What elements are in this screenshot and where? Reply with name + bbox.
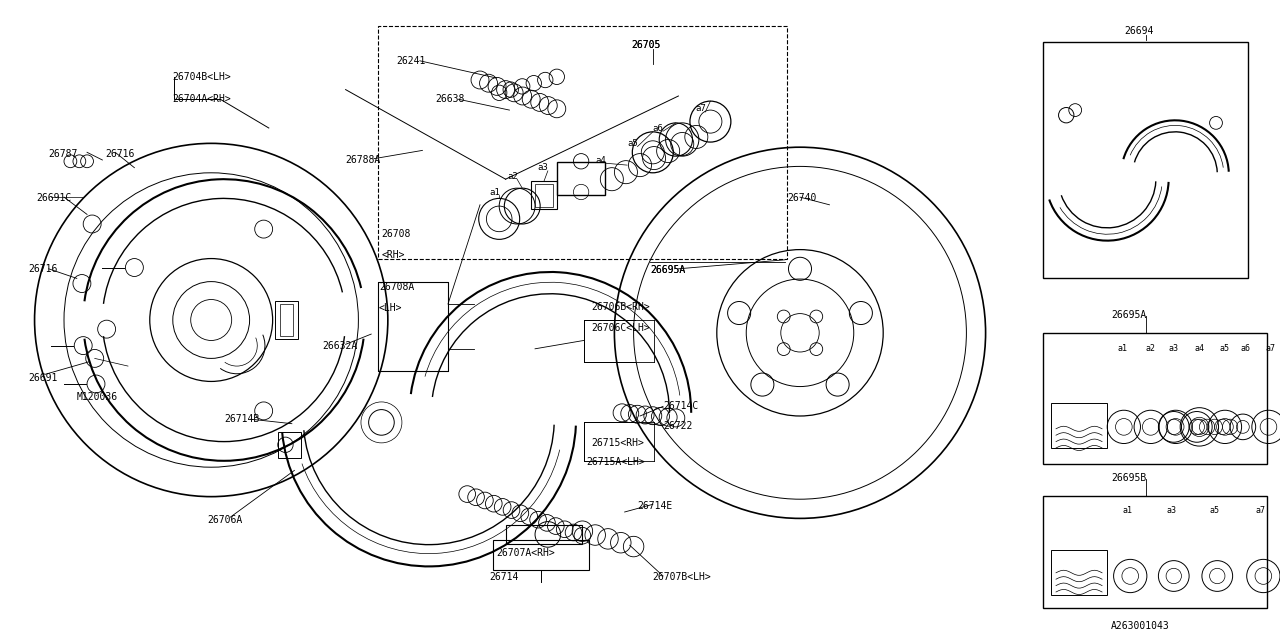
Text: 26695A: 26695A	[650, 265, 686, 275]
Bar	[1043, 333, 1267, 464]
Text: 26716: 26716	[105, 148, 134, 159]
Text: a4: a4	[595, 156, 605, 164]
Bar	[1043, 42, 1248, 278]
Text: 26708A: 26708A	[379, 282, 415, 292]
Text: 26714B: 26714B	[224, 414, 260, 424]
Text: 26695A: 26695A	[650, 265, 686, 275]
Text: 26714C: 26714C	[663, 401, 699, 412]
Text: 26241: 26241	[397, 56, 426, 66]
Bar	[535, 184, 553, 207]
Text: a7: a7	[1266, 344, 1276, 353]
Text: a7: a7	[695, 104, 705, 113]
Text: a7: a7	[1256, 506, 1266, 515]
Text: 26638: 26638	[435, 94, 465, 104]
Text: 26705: 26705	[631, 40, 660, 50]
Text: a5: a5	[1210, 506, 1220, 515]
Text: a6: a6	[1240, 344, 1251, 353]
Bar	[378, 26, 787, 259]
Text: 26714: 26714	[489, 572, 518, 582]
Bar	[275, 301, 298, 339]
Text: 26707B<LH>: 26707B<LH>	[653, 572, 712, 582]
Text: 26704B<LH>: 26704B<LH>	[173, 72, 232, 82]
Text: a2: a2	[1146, 344, 1156, 353]
Text: 26722: 26722	[663, 420, 692, 431]
Text: 26691: 26691	[28, 372, 58, 383]
Text: 26715<RH>: 26715<RH>	[591, 438, 644, 448]
Text: <LH>: <LH>	[379, 303, 402, 314]
Text: 26788A: 26788A	[346, 155, 381, 165]
Bar	[1051, 403, 1107, 448]
Text: 26740: 26740	[787, 193, 817, 204]
Bar	[280, 304, 293, 336]
Bar	[1051, 550, 1107, 595]
Text: a3: a3	[1169, 344, 1179, 353]
Bar	[1043, 496, 1267, 608]
Text: a2: a2	[507, 172, 517, 180]
Text: 26706A: 26706A	[207, 515, 243, 525]
Text: 26632A: 26632A	[323, 340, 358, 351]
Text: a1: a1	[489, 188, 499, 196]
Text: a4: a4	[1194, 344, 1204, 353]
Text: 26695A: 26695A	[1111, 310, 1147, 320]
Bar	[506, 525, 582, 544]
Text: 26695B: 26695B	[1111, 473, 1147, 483]
Text: 26715A<LH>: 26715A<LH>	[586, 457, 645, 467]
Bar	[493, 540, 589, 570]
Bar	[557, 162, 605, 195]
Bar	[278, 432, 301, 458]
Text: a1: a1	[1123, 506, 1133, 515]
Text: A263001043: A263001043	[1111, 621, 1170, 631]
Text: 26704A<RH>: 26704A<RH>	[173, 94, 232, 104]
Text: a3: a3	[1166, 506, 1176, 515]
Text: a3: a3	[538, 163, 548, 172]
Text: 26706C<LH>: 26706C<LH>	[591, 323, 650, 333]
Text: 26706B<RH>: 26706B<RH>	[591, 302, 650, 312]
Text: M120036: M120036	[77, 392, 118, 402]
Bar	[531, 181, 557, 209]
Text: 26787: 26787	[49, 148, 78, 159]
Text: 26705: 26705	[631, 40, 660, 50]
Text: 26694: 26694	[1124, 26, 1153, 36]
Text: a5: a5	[627, 139, 637, 148]
Text: 26714E: 26714E	[637, 500, 673, 511]
Text: 26708: 26708	[381, 228, 411, 239]
Text: 26716: 26716	[28, 264, 58, 274]
Text: 26707A<RH>: 26707A<RH>	[497, 548, 556, 558]
Text: a1: a1	[1117, 344, 1128, 353]
Text: <RH>: <RH>	[381, 250, 404, 260]
Bar	[378, 282, 448, 371]
Text: a6: a6	[653, 124, 663, 132]
Text: 26691C: 26691C	[36, 193, 72, 204]
Text: a5: a5	[1220, 344, 1230, 353]
